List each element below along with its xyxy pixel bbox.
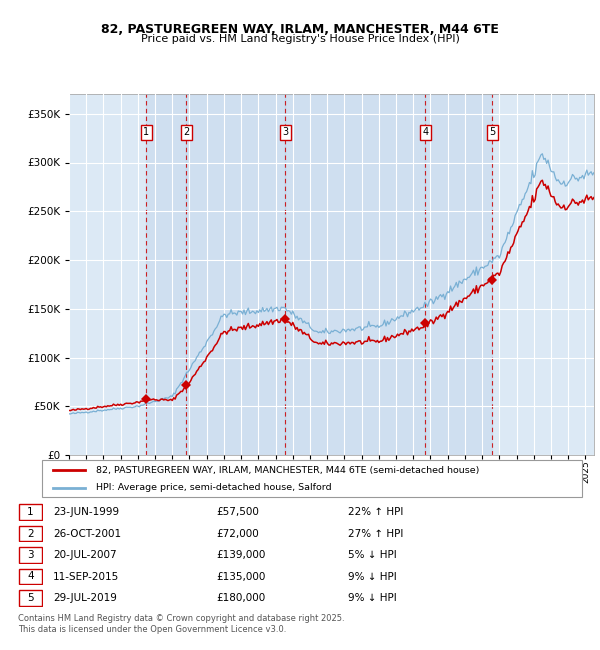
Text: Contains HM Land Registry data © Crown copyright and database right 2025.
This d: Contains HM Land Registry data © Crown c… — [18, 614, 344, 634]
Bar — [285, 94, 425, 455]
Text: Price paid vs. HM Land Registry's House Price Index (HPI): Price paid vs. HM Land Registry's House … — [140, 34, 460, 44]
Text: 3: 3 — [282, 127, 288, 137]
FancyBboxPatch shape — [19, 504, 42, 520]
Text: £135,000: £135,000 — [216, 571, 265, 582]
Text: £72,000: £72,000 — [216, 528, 259, 539]
Text: 1: 1 — [143, 127, 149, 137]
Text: 9% ↓ HPI: 9% ↓ HPI — [348, 571, 397, 582]
Text: 4: 4 — [27, 571, 34, 582]
Text: 20-JUL-2007: 20-JUL-2007 — [53, 550, 116, 560]
Text: 5: 5 — [489, 127, 495, 137]
Text: 22% ↑ HPI: 22% ↑ HPI — [348, 507, 403, 517]
Text: 2: 2 — [183, 127, 190, 137]
Text: 9% ↓ HPI: 9% ↓ HPI — [348, 593, 397, 603]
FancyBboxPatch shape — [19, 547, 42, 563]
Text: 26-OCT-2001: 26-OCT-2001 — [53, 528, 121, 539]
FancyBboxPatch shape — [19, 526, 42, 541]
Text: £139,000: £139,000 — [216, 550, 265, 560]
Bar — [425, 94, 492, 455]
Text: 1: 1 — [27, 507, 34, 517]
Text: 2: 2 — [27, 528, 34, 539]
Text: £57,500: £57,500 — [216, 507, 259, 517]
FancyBboxPatch shape — [19, 569, 42, 584]
FancyBboxPatch shape — [19, 590, 42, 606]
Bar — [146, 94, 187, 455]
Text: 29-JUL-2019: 29-JUL-2019 — [53, 593, 116, 603]
Bar — [187, 94, 285, 455]
Text: 3: 3 — [27, 550, 34, 560]
Text: 11-SEP-2015: 11-SEP-2015 — [53, 571, 119, 582]
Text: 27% ↑ HPI: 27% ↑ HPI — [348, 528, 403, 539]
Text: HPI: Average price, semi-detached house, Salford: HPI: Average price, semi-detached house,… — [96, 484, 332, 492]
Text: 4: 4 — [422, 127, 428, 137]
Text: 82, PASTUREGREEN WAY, IRLAM, MANCHESTER, M44 6TE (semi-detached house): 82, PASTUREGREEN WAY, IRLAM, MANCHESTER,… — [96, 465, 479, 474]
FancyBboxPatch shape — [42, 460, 582, 497]
Text: 82, PASTUREGREEN WAY, IRLAM, MANCHESTER, M44 6TE: 82, PASTUREGREEN WAY, IRLAM, MANCHESTER,… — [101, 23, 499, 36]
Text: 5: 5 — [27, 593, 34, 603]
Text: 5% ↓ HPI: 5% ↓ HPI — [348, 550, 397, 560]
Text: 23-JUN-1999: 23-JUN-1999 — [53, 507, 119, 517]
Text: £180,000: £180,000 — [216, 593, 265, 603]
